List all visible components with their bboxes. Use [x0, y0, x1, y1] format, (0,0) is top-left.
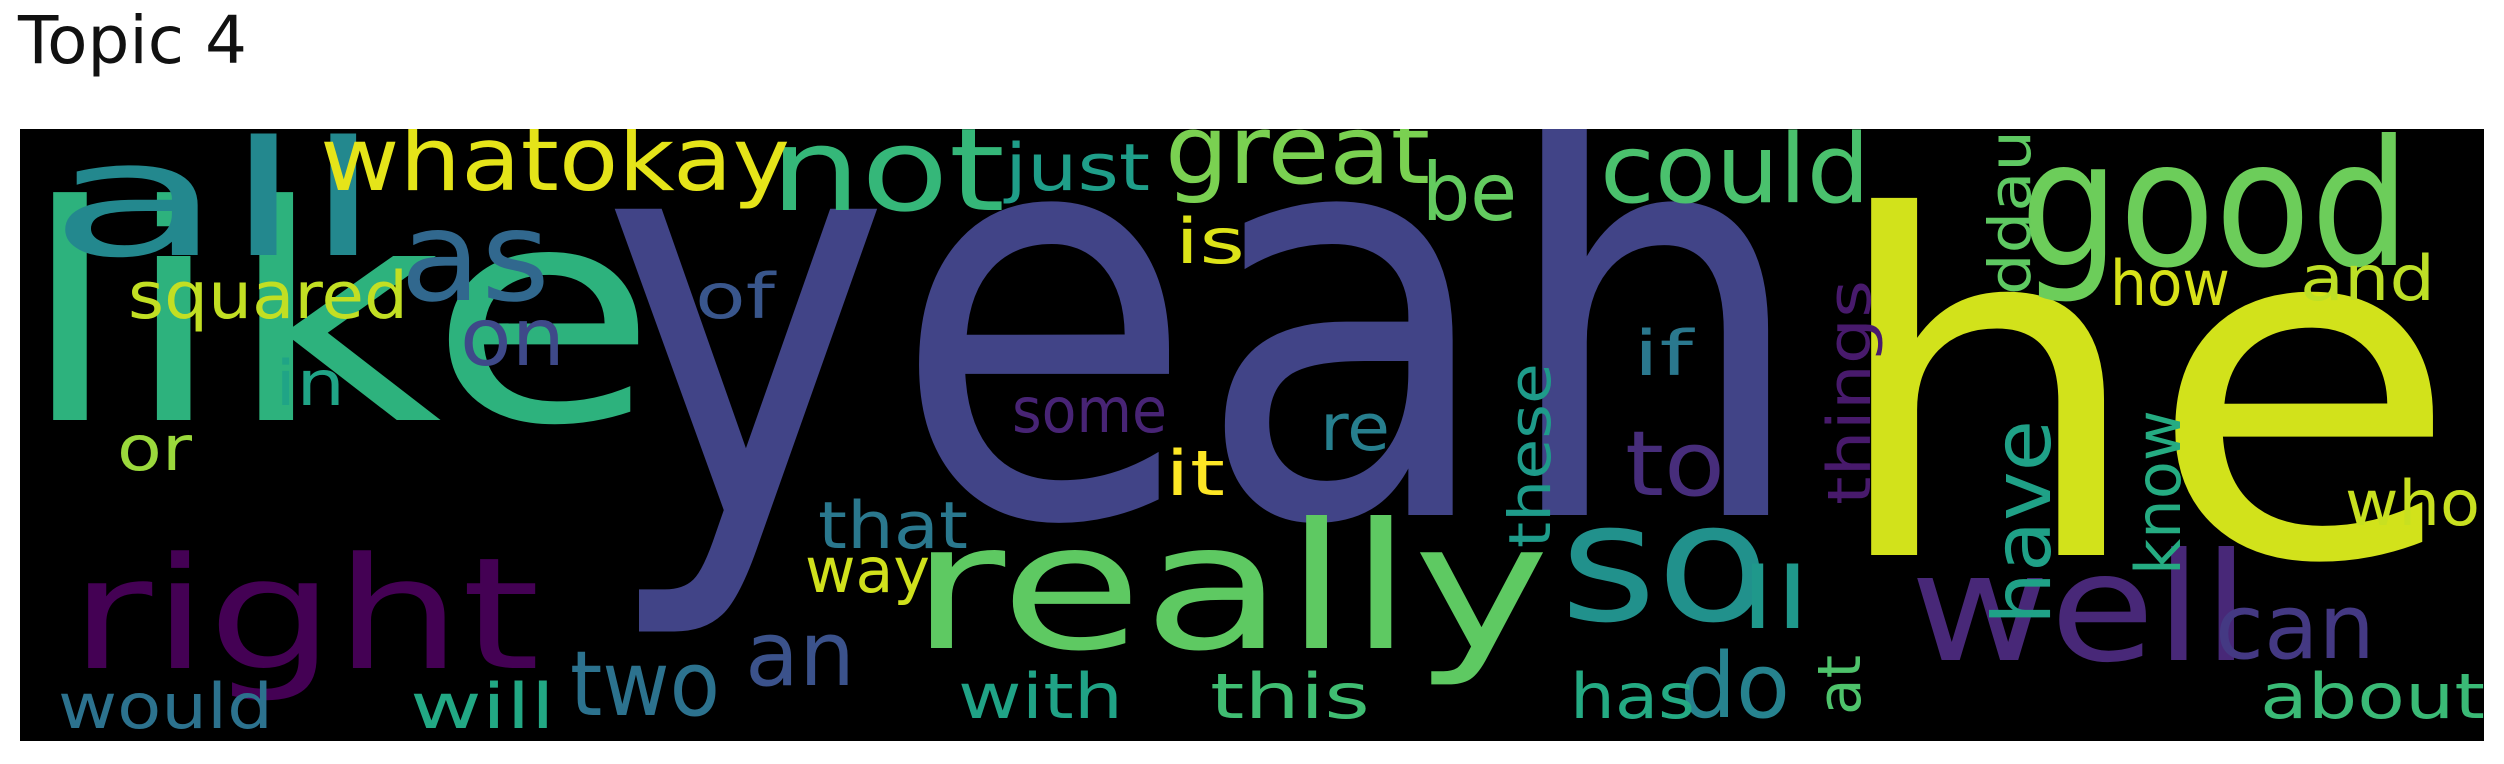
word-he: he	[1825, 129, 2460, 666]
word-has: has	[1570, 660, 1695, 733]
word-well: well	[1910, 522, 2250, 696]
word-is: is	[1175, 205, 1245, 278]
word-way: way	[805, 534, 930, 607]
word-two: two	[570, 632, 720, 737]
word-who: who	[2345, 467, 2480, 540]
word-at: at	[1805, 655, 1875, 715]
word-with: with	[958, 660, 1123, 733]
word-to: to	[1625, 412, 1725, 517]
word-as: as	[400, 185, 550, 330]
word-cloud: yeah he like really good so all right well as not g…	[20, 129, 2484, 741]
word-know: know	[2122, 410, 2195, 575]
word-whatokay: whatokay	[320, 129, 790, 211]
word-of: of	[695, 260, 778, 333]
word-in: in	[275, 347, 345, 420]
word-an: an	[745, 602, 855, 707]
word-all: all	[48, 129, 383, 293]
word-will: will	[410, 670, 555, 741]
word-about: about	[2260, 660, 2484, 733]
word-so: so	[1560, 467, 1770, 659]
word-could: could	[1600, 129, 1870, 225]
word-these: these	[1496, 363, 1564, 548]
word-or: or	[117, 412, 193, 485]
word-good: good	[2020, 129, 2410, 307]
word-ddau: ddau	[1976, 130, 2044, 295]
word-re: re	[1320, 391, 1390, 466]
word-squared: squared	[128, 259, 408, 334]
word-it: it	[1165, 437, 1225, 510]
word-how: how	[2110, 247, 2230, 320]
word-do: do	[1680, 634, 1790, 739]
word-if: if	[1633, 317, 1696, 390]
word-can: can	[2215, 575, 2375, 680]
word-like: like	[20, 142, 658, 491]
word-some: some	[1012, 374, 1167, 447]
word-on: on	[460, 291, 565, 384]
word-and: and	[2300, 242, 2435, 315]
word-not: not	[770, 129, 1005, 238]
word-be: be	[1422, 146, 1517, 239]
page-title: Topic 4	[18, 2, 247, 79]
word-cloud-canvas: yeah he like really good so all right well as not g…	[20, 129, 2484, 741]
word-really: really	[910, 487, 1550, 690]
word-yeah: yeah	[600, 129, 1810, 648]
word-have: have	[1976, 420, 2069, 625]
word-right: right	[70, 524, 540, 705]
word-things: things	[1815, 280, 1885, 505]
word-this: this	[1210, 660, 1370, 733]
word-ll: ll	[1740, 550, 1810, 649]
word-great: great	[1165, 129, 1430, 206]
word-that: that	[818, 489, 968, 564]
word-would: would	[58, 670, 273, 741]
word-just: just	[1003, 131, 1150, 206]
